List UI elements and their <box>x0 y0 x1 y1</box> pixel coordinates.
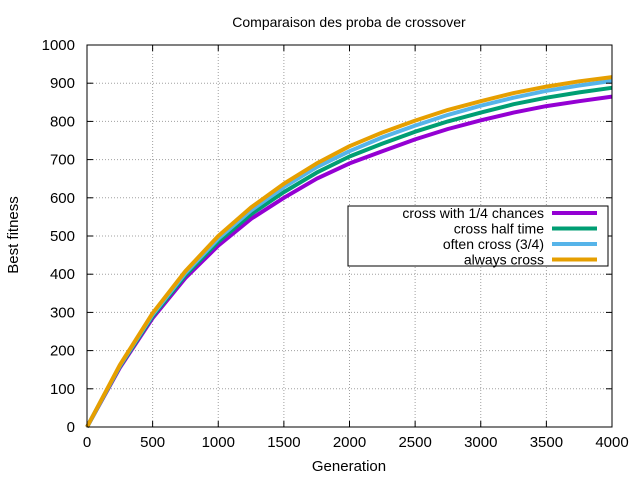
x-tick-label: 2000 <box>333 434 366 451</box>
y-tick-label: 1000 <box>42 37 75 54</box>
series-layer <box>85 75 613 428</box>
legend-box <box>347 205 609 267</box>
x-tick-label: 2500 <box>398 434 431 451</box>
x-tick-label: 500 <box>140 434 165 451</box>
axis-ticks: 0 500 1000 1500 2000 2500 3000 3500 4000 0 100 200 3… <box>42 37 629 451</box>
y-axis-label: Best fitness <box>5 196 22 274</box>
legend-label-3: often cross (3/4) <box>443 236 544 252</box>
x-tick-label: 1000 <box>202 434 235 451</box>
legend-label-4: always cross <box>464 252 544 268</box>
grid <box>87 45 612 427</box>
y-tick-label: 600 <box>50 190 75 207</box>
y-tick-label: 100 <box>50 381 75 398</box>
x-tick-label: 0 <box>83 434 91 451</box>
x-tick-label: 4000 <box>595 434 628 451</box>
x-tick-label: 1500 <box>267 434 300 451</box>
y-tick-label: 300 <box>50 304 75 321</box>
x-tick-label: 3000 <box>464 434 497 451</box>
x-tick-label: 3500 <box>530 434 563 451</box>
legend-label-2: cross half time <box>454 221 544 237</box>
y-tick-label: 0 <box>67 419 75 436</box>
y-tick-label: 900 <box>50 75 75 92</box>
y-tick-label: 200 <box>50 343 75 360</box>
series-line-4 <box>85 75 613 428</box>
y-tick-label: 500 <box>50 228 75 245</box>
legend-label-1: cross with 1/4 chances <box>402 205 544 221</box>
y-tick-label: 400 <box>50 266 75 283</box>
chart-title: Comparaison des proba de crossover <box>232 14 466 30</box>
y-tick-label: 800 <box>50 113 75 130</box>
x-axis-label: Generation <box>312 458 386 475</box>
y-tick-label: 700 <box>50 152 75 169</box>
